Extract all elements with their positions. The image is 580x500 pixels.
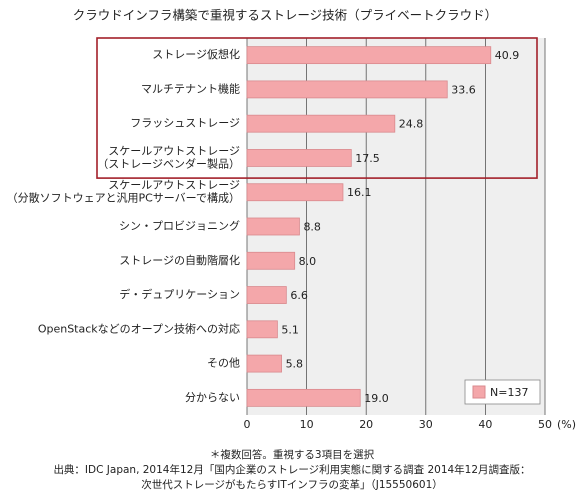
y-tick-label: スケールアウトストレージ（分散ソフトウェアと汎用PCサーバーで構成）	[7, 179, 240, 205]
legend-box	[464, 379, 541, 405]
value-label: 6.6	[290, 289, 308, 302]
x-tick-label: 30	[419, 418, 433, 431]
y-tick-label: その他	[207, 357, 240, 370]
note: ＊複数回答。重視する3項目を選択	[210, 448, 375, 461]
chart-title: クラウドインフラ構築で重視するストレージ技術（プライベートクラウド）	[73, 8, 497, 23]
value-label: 17.5	[355, 152, 380, 165]
y-tick-label: スケールアウトストレージ（ストレージベンダー製品）	[97, 144, 240, 170]
x-tick-label: 40	[478, 418, 492, 431]
bar	[246, 320, 278, 339]
value-label: 33.6	[451, 83, 476, 96]
y-tick-label: 分からない	[185, 391, 240, 404]
value-label: 16.1	[347, 186, 372, 199]
value-label: 8.0	[299, 255, 317, 268]
value-label: 19.0	[364, 392, 389, 405]
y-tick-label: ストレージの自動階層化	[119, 253, 240, 267]
legend-swatch	[472, 385, 486, 399]
bar	[246, 80, 448, 99]
y-tick-label: OpenStackなどのオープン技術への対応	[38, 321, 240, 335]
value-label: 5.8	[286, 358, 304, 371]
bar	[246, 354, 282, 373]
x-unit: (%)	[557, 418, 576, 431]
x-tick-label: 50	[538, 418, 552, 431]
y-tick-label: フラッシュストレージ	[130, 117, 240, 130]
highlight-box	[96, 37, 538, 179]
y-tick-label: デ・デュプリケーション	[119, 287, 240, 301]
bar	[246, 149, 352, 167]
bar	[246, 114, 396, 133]
value-label: 40.9	[495, 49, 520, 62]
bar	[246, 183, 344, 202]
x-tick-label: 10	[300, 418, 314, 431]
bar	[246, 388, 361, 407]
x-tick-label: 0	[244, 418, 251, 431]
value-label: 24.8	[399, 118, 424, 131]
value-label: 8.8	[303, 221, 321, 234]
y-tick-label: ストレージ仮想化	[152, 47, 240, 61]
note: 出典：IDC Japan, 2014年12月「国内企業のストレージ利用実態に関す…	[53, 463, 530, 476]
note: 次世代ストレージがもたらすITインフラの変革」（J15550601）	[141, 478, 443, 491]
x-tick-label: 20	[359, 418, 373, 431]
bar	[246, 286, 287, 304]
value-label: 5.1	[281, 323, 299, 336]
bar	[246, 46, 492, 65]
bar	[246, 217, 300, 236]
legend-label: N=137	[490, 386, 528, 399]
bar	[246, 251, 296, 270]
y-tick-label: マルチテナント機能	[141, 81, 240, 95]
y-tick-label: シン・プロビジョニング	[119, 219, 240, 233]
